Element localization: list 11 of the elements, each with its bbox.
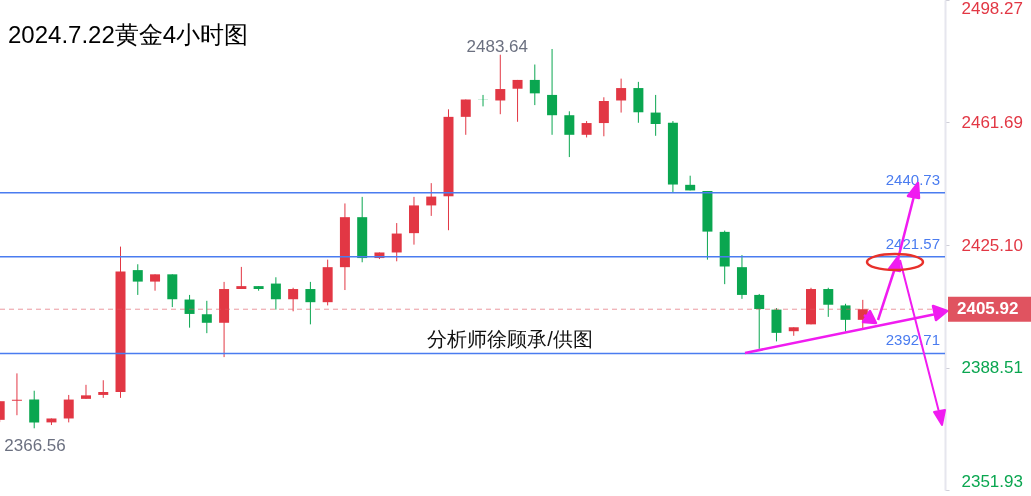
ref-line-label: 2440.73 [885,170,940,188]
annotation: 2366.56 [4,436,66,455]
annotation: 2483.64 [466,37,528,56]
y-tick-label: 2461.69 [961,112,1023,132]
y-tick-label: 2388.51 [961,358,1023,378]
y-tick-label: 2498.27 [961,0,1023,18]
y-tick-label: 2425.10 [961,235,1023,255]
text: 2024.7.22黄金4小时图 [8,21,249,48]
ref-line-label: 2405.92 [957,299,1019,319]
y-tick-label: 2351.93 [961,471,1023,491]
annotation: 分析师徐顾承/供图 [427,328,593,350]
